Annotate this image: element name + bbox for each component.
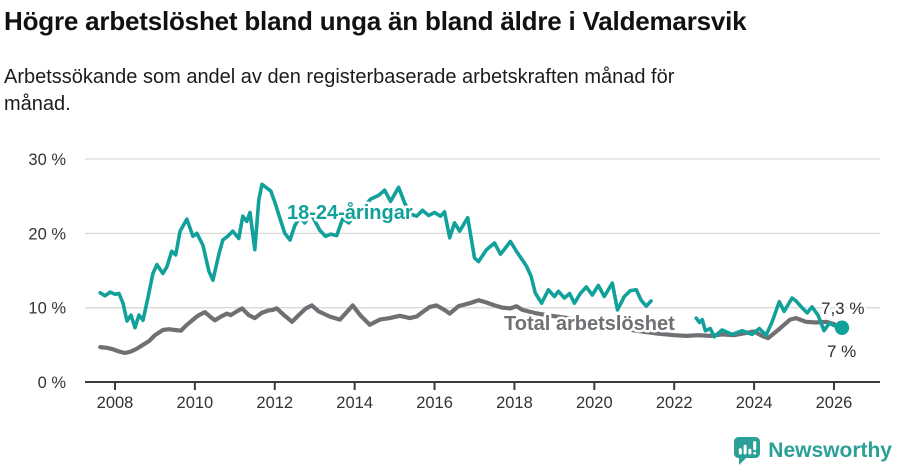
- series-line-total: [98, 298, 845, 356]
- page-title: Högre arbetslöshet bland unga än bland ä…: [4, 6, 747, 36]
- x-tick-label: 2014: [336, 394, 373, 412]
- newsworthy-logo-icon: [734, 437, 761, 465]
- series-line-young: [694, 296, 844, 339]
- x-tick-label: 2026: [816, 394, 853, 412]
- x-tick-label: 2020: [576, 394, 613, 412]
- end-label-young: 7,3 %: [821, 299, 864, 318]
- x-tick-label: 2016: [416, 394, 453, 412]
- line-chart: 0 % 10 % 20 % 30 % 2008 2010 2012 2014 2016 2018 2…: [28, 151, 880, 412]
- x-tick-label: 2010: [177, 394, 214, 412]
- series-label-young: 18-24-åringar: [287, 201, 413, 224]
- y-tick-label: 0 %: [38, 374, 67, 392]
- y-tick-label: 10 %: [28, 300, 66, 318]
- brand-footer: Newsworthy: [733, 436, 892, 466]
- series-label-total: Total arbetslöshet: [504, 313, 675, 335]
- series-end-dot: [834, 320, 850, 335]
- x-tick-label: 2024: [736, 394, 773, 412]
- series-line-young: [98, 182, 653, 330]
- x-tick-label: 2018: [496, 394, 533, 412]
- y-tick-label: 30 %: [28, 151, 66, 169]
- x-tick-label: 2008: [97, 394, 134, 412]
- chart-subtitle: Arbetssökande som andel av den registerb…: [4, 66, 675, 115]
- end-label-total: 7 %: [827, 342, 856, 361]
- x-tick-label: 2022: [656, 394, 693, 412]
- x-tick-label: 2012: [256, 394, 293, 412]
- brand-name: Newsworthy: [768, 439, 892, 462]
- y-tick-label: 20 %: [28, 225, 66, 243]
